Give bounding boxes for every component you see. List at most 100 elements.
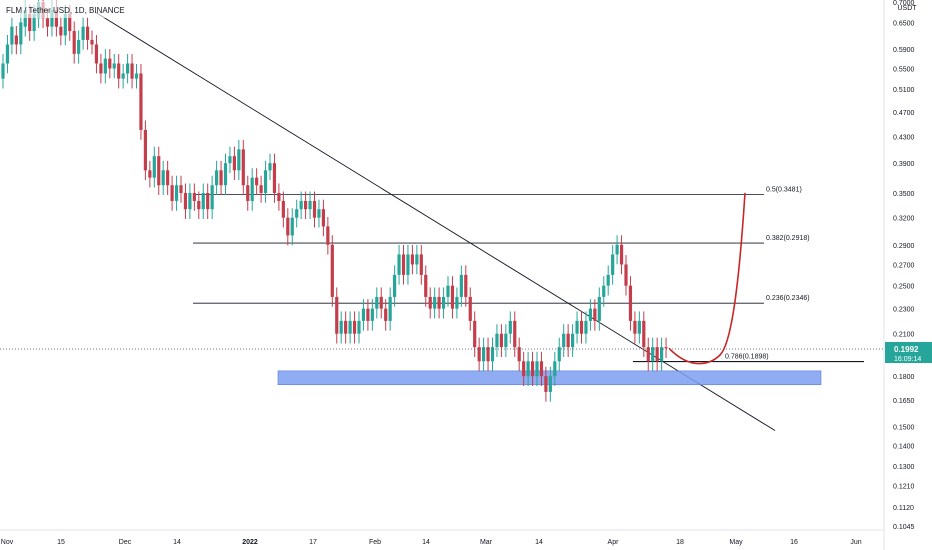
candle bbox=[437, 287, 441, 319]
candle bbox=[384, 299, 388, 331]
candle-body bbox=[19, 22, 23, 45]
candle-body bbox=[366, 308, 370, 321]
candle bbox=[375, 287, 379, 319]
candle-body bbox=[526, 361, 530, 377]
candle-body bbox=[388, 296, 392, 321]
candle-body bbox=[446, 285, 450, 297]
candle bbox=[126, 54, 130, 84]
plot-area: 0.5(0.3481) 0.382(0.2918) 0.236(0.2346) 0.7… bbox=[0, 0, 884, 431]
candle bbox=[90, 30, 94, 55]
candle bbox=[348, 311, 352, 344]
candle-body bbox=[602, 285, 606, 297]
candle-body bbox=[121, 73, 125, 79]
candle-body bbox=[126, 63, 130, 74]
candle-body bbox=[450, 285, 455, 309]
candle-body bbox=[1, 63, 5, 79]
candle-body bbox=[428, 296, 432, 309]
chart-header[interactable]: FLM / Tether USD, 1D, BINANCE bbox=[0, 1, 148, 18]
candle bbox=[339, 311, 343, 344]
price-tick-label: 0.6500 bbox=[893, 20, 915, 27]
candle bbox=[388, 287, 392, 331]
price-tick-label: 0.1800 bbox=[893, 374, 915, 381]
candle-body bbox=[72, 31, 76, 54]
price-tick-label: 0.3500 bbox=[893, 191, 915, 198]
candle bbox=[619, 235, 624, 275]
candle-body bbox=[179, 185, 183, 193]
candle bbox=[5, 34, 10, 74]
candle bbox=[210, 175, 214, 219]
time-axis[interactable]: Nov 15 Dec 14 2022 17 Feb 14 Mar 14 Apr 18 May 16 Jun bbox=[0, 529, 884, 546]
price-tick-label: 0.3200 bbox=[893, 216, 915, 223]
candle-body bbox=[250, 177, 254, 201]
candle-body bbox=[637, 320, 641, 334]
time-tick-label: 14 bbox=[173, 539, 181, 546]
candle bbox=[77, 30, 81, 64]
candle-body bbox=[335, 296, 339, 334]
candle-body bbox=[477, 347, 481, 362]
candle-body bbox=[14, 35, 18, 45]
candle bbox=[419, 244, 423, 285]
projection-curve[interactable] bbox=[668, 192, 746, 365]
time-tick-label: 14 bbox=[535, 539, 543, 546]
candle-body bbox=[571, 333, 575, 348]
candle bbox=[495, 324, 499, 357]
candle bbox=[197, 191, 201, 219]
candle-body bbox=[352, 320, 357, 334]
candle bbox=[326, 216, 330, 255]
candle-body bbox=[624, 264, 628, 286]
price-tick-label: 0.3900 bbox=[893, 161, 915, 168]
candle bbox=[143, 120, 147, 181]
candle-body bbox=[535, 361, 539, 377]
candle bbox=[344, 311, 348, 344]
fib-level[interactable]: 0.236(0.2346) bbox=[193, 295, 810, 304]
candle-body bbox=[517, 347, 521, 362]
candle bbox=[642, 311, 646, 357]
candle-body bbox=[655, 347, 659, 362]
candle bbox=[72, 21, 76, 64]
candle bbox=[312, 191, 317, 228]
candle-body bbox=[522, 361, 526, 377]
candle-body bbox=[54, 9, 58, 27]
candle-body bbox=[664, 347, 668, 349]
candle-body bbox=[539, 361, 544, 377]
candle bbox=[174, 175, 179, 211]
candle bbox=[433, 287, 437, 319]
candle bbox=[401, 244, 406, 285]
candle bbox=[246, 175, 250, 211]
candle bbox=[286, 208, 290, 246]
candle-body bbox=[219, 170, 223, 186]
candle-body bbox=[530, 361, 535, 377]
candle bbox=[268, 153, 272, 181]
fib-level[interactable]: 0.5(0.3481) bbox=[193, 186, 802, 195]
candle-body bbox=[642, 320, 646, 348]
price-tick-label: 0.5100 bbox=[893, 87, 915, 94]
candle bbox=[179, 175, 183, 203]
candle-body bbox=[566, 333, 570, 348]
candle-body bbox=[646, 347, 650, 362]
candle-body bbox=[295, 209, 299, 218]
fib-level[interactable]: 0.786(0.1898) bbox=[633, 354, 864, 363]
candle-body bbox=[112, 63, 116, 69]
candle-body bbox=[326, 226, 330, 245]
candle bbox=[513, 311, 517, 357]
candle-body bbox=[615, 244, 619, 255]
candle-body bbox=[170, 185, 174, 201]
candle-body bbox=[375, 296, 379, 309]
candle-body bbox=[81, 26, 85, 40]
candle bbox=[134, 64, 139, 89]
candle bbox=[424, 265, 428, 307]
price-tick-label: 0.2700 bbox=[893, 262, 915, 269]
time-tick-label: 16 bbox=[790, 539, 798, 546]
candle-body bbox=[490, 347, 495, 362]
price-axis[interactable]: USDT 0.7000 0.6500 0.5900 0.5500 0.5100 0.470… bbox=[883, 0, 932, 550]
candle bbox=[108, 49, 112, 79]
candle-body bbox=[562, 333, 566, 348]
candle bbox=[112, 54, 116, 79]
candle-body bbox=[424, 274, 428, 297]
candle-body bbox=[482, 347, 486, 362]
candle bbox=[223, 153, 228, 196]
candle bbox=[628, 276, 633, 331]
candle bbox=[441, 287, 446, 319]
candle bbox=[468, 287, 472, 331]
